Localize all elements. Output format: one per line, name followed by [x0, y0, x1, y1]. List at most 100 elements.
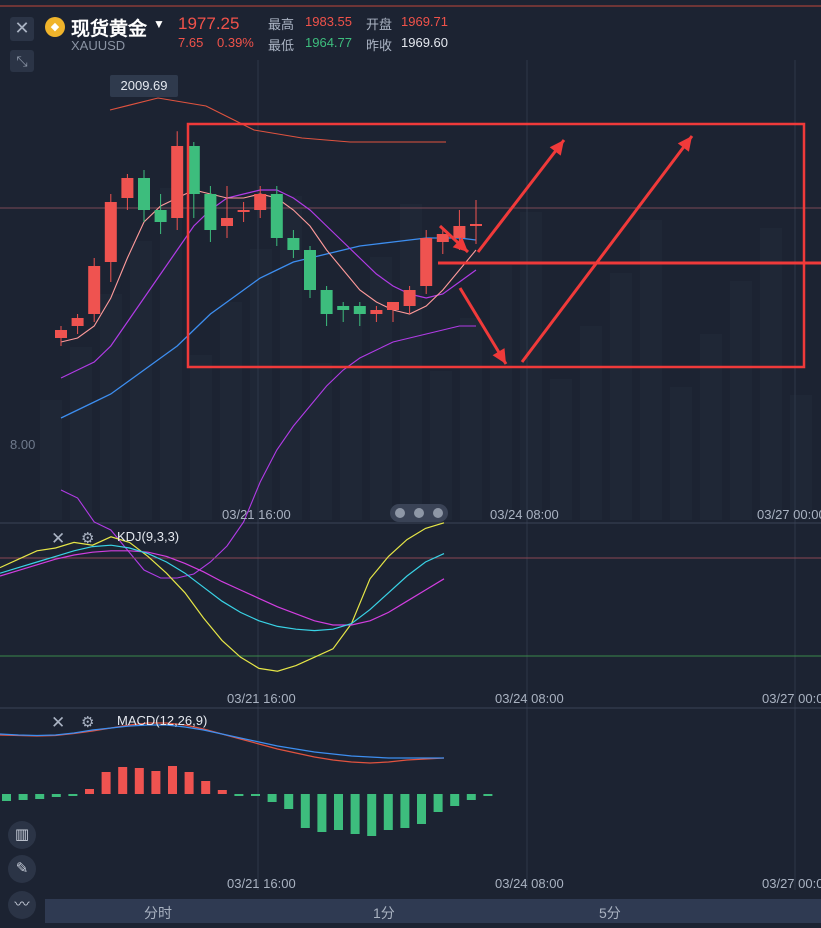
kdj-k-line: [0, 544, 445, 632]
candle-body: [221, 218, 233, 226]
high-label: 最高: [268, 17, 295, 32]
pencil-icon[interactable]: ✎: [8, 855, 36, 883]
x-axis-label: 03/21 16:00: [227, 691, 296, 706]
macd-histogram-bar: [483, 794, 493, 796]
kdj-j-line: [0, 522, 445, 672]
background-building: [550, 379, 572, 520]
candle-body: [370, 310, 383, 314]
collapse-icon[interactable]: ⤡: [10, 50, 34, 72]
macd-histogram-bar: [101, 772, 111, 794]
background-building: [670, 387, 692, 520]
candle-body: [204, 194, 217, 230]
macd-histogram-bar: [217, 790, 227, 794]
candle-body: [254, 194, 267, 210]
candle-body: [187, 146, 200, 194]
background-building: [100, 294, 122, 520]
open-value: 1969.71: [401, 14, 448, 29]
background-building: [370, 257, 392, 520]
candle-body: [138, 178, 150, 210]
macd-indicator-label: MACD(12,26,9): [117, 713, 208, 728]
x-axis-label: 03/24 08:00: [495, 876, 564, 891]
annotation-arrow-head: [549, 140, 564, 156]
x-axis-label: 03/27 00:00: [762, 691, 821, 706]
price-change-percent: 0.39%: [217, 35, 254, 50]
boll-upper-line: [109, 97, 446, 143]
open-label: 开盘: [366, 17, 393, 32]
macd-histogram-bar: [300, 794, 310, 828]
background-building: [220, 302, 242, 520]
high-value: 1983.55: [305, 14, 352, 29]
high-price-tag: 2009.69: [110, 75, 178, 97]
macd-histogram-bar: [18, 794, 28, 800]
candle-body: [154, 210, 167, 222]
candle-body: [320, 290, 333, 314]
low-value: 1964.77: [305, 35, 352, 50]
close-indicator-icon[interactable]: ✕: [51, 529, 66, 548]
kdj-indicator-label: KDJ(9,3,3): [117, 529, 180, 544]
background-building: [580, 326, 602, 520]
close-indicator-icon[interactable]: ✕: [51, 713, 66, 732]
prev-close-value: 1969.60: [401, 35, 448, 50]
annotation-arrow: [476, 139, 566, 253]
y-axis-label: 8.00: [10, 437, 36, 452]
instrument-symbol: XAUUSD: [71, 38, 126, 53]
candle-body: [88, 266, 101, 314]
close-icon[interactable]: ✕: [10, 17, 34, 41]
macd-histogram-bar: [234, 794, 244, 796]
background-building: [130, 241, 152, 520]
macd-histogram-bar: [85, 789, 94, 794]
macd-histogram-bar: [450, 794, 460, 806]
background-building: [490, 265, 512, 520]
background-building: [730, 281, 752, 520]
x-axis-label: 03/21 16:00: [227, 876, 296, 891]
low-label: 最低: [268, 38, 295, 53]
macd-histogram-bar: [35, 794, 45, 799]
macd-histogram-bar: [68, 794, 78, 796]
x-axis-label: 03/24 08:00: [490, 507, 559, 522]
annotation-box: [186, 122, 806, 369]
quote-header: ✕ ⤡ ◆ 现货黄金 ▼ XAUUSD 1977.25 7.65 0.39% 最…: [0, 0, 821, 72]
candle-body: [470, 224, 482, 226]
macd-histogram-bar: [168, 766, 177, 794]
macd-histogram-bar: [2, 794, 11, 801]
boll-lower-line: [60, 325, 476, 579]
macd-histogram-bar: [350, 794, 360, 834]
prev-close-label: 昨收: [366, 38, 393, 53]
last-price: 1977.25: [178, 14, 240, 33]
candle-body: [436, 234, 449, 242]
candle-body: [121, 178, 134, 198]
background-building: [790, 395, 812, 520]
macd-histogram-bar: [417, 794, 426, 824]
candle-body: [237, 210, 250, 212]
background-building: [340, 310, 362, 520]
price-change: 7.65: [178, 35, 204, 50]
macd-histogram-bar: [151, 771, 161, 794]
annotation-arrow-head: [492, 348, 506, 364]
candle-body: [403, 290, 416, 306]
indicator-icon[interactable]: 〰: [8, 891, 36, 919]
candle-body: [287, 238, 300, 250]
timeframe-tab-1min[interactable]: 1分: [373, 905, 395, 921]
background-building: [190, 355, 212, 520]
candle-body: [304, 250, 316, 290]
macd-histogram-bar: [118, 767, 128, 794]
candle-body: [104, 202, 117, 262]
background-building: [70, 347, 92, 520]
macd-histogram-bar: [284, 794, 294, 809]
gear-icon[interactable]: ⚙: [81, 714, 95, 731]
macd-histogram-bar: [251, 794, 260, 796]
candle-body: [337, 306, 350, 310]
pane-drag-handle[interactable]: [390, 504, 448, 522]
background-building: [700, 334, 722, 520]
macd-histogram-bar: [317, 794, 327, 832]
gear-icon[interactable]: ⚙: [81, 530, 95, 547]
candle-body: [55, 330, 67, 338]
candlestick-icon[interactable]: ▥: [8, 821, 36, 849]
timeframe-tab-5min[interactable]: 5分: [599, 905, 621, 921]
timeframe-tab-timeshare[interactable]: 分时: [144, 905, 172, 921]
instrument-title[interactable]: 现货黄金: [71, 19, 148, 40]
kdj-d-line: [0, 550, 445, 626]
chevron-down-icon[interactable]: ▼: [153, 17, 165, 31]
